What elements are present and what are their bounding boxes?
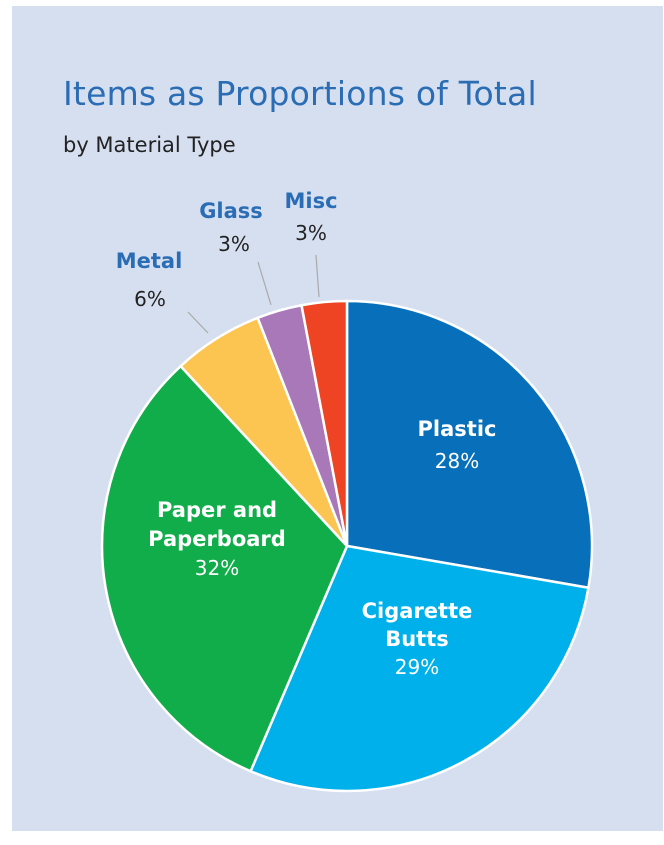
chart-title: Items as Proportions of Total (63, 74, 537, 113)
pie-slice-cigarette-butts (249, 544, 590, 793)
slice-percent-misc: 3% (295, 221, 327, 245)
slice-percent-glass: 3% (218, 232, 250, 256)
leader-line-metal (187, 311, 209, 334)
slice-label-cigarette-butts: Cigarette Butts 29% (362, 599, 473, 679)
leader-line-glass (257, 261, 272, 306)
pie-slice-plastic (345, 299, 594, 589)
pie-slice-misc (300, 299, 349, 548)
slice-label-line: Paper and (157, 498, 277, 522)
pie-slice-paper-and-paperboard (100, 364, 349, 773)
slice-percent-paper-and-paperboard: 32% (195, 556, 239, 580)
chart-subtitle: by Material Type (63, 133, 236, 157)
slice-label-glass: Glass (199, 199, 263, 223)
slice-percent-plastic: 28% (435, 449, 479, 473)
slice-label-line: Butts (385, 627, 449, 651)
leader-line-misc (315, 254, 320, 298)
slice-percent-cigarette-butts: 29% (395, 655, 439, 679)
slice-label-misc: Misc (284, 189, 337, 213)
slice-label-paper-and-paperboard: Paper and Paperboard 32% (148, 498, 286, 580)
slice-label-line: Paperboard (148, 527, 286, 551)
slice-label-line: Cigarette (362, 599, 473, 623)
slice-label-line: Plastic (418, 417, 497, 441)
slice-percent-metal: 6% (134, 287, 166, 311)
slice-label-metal: Metal (116, 249, 183, 273)
slice-label-plastic: Plastic 28% (418, 417, 497, 473)
